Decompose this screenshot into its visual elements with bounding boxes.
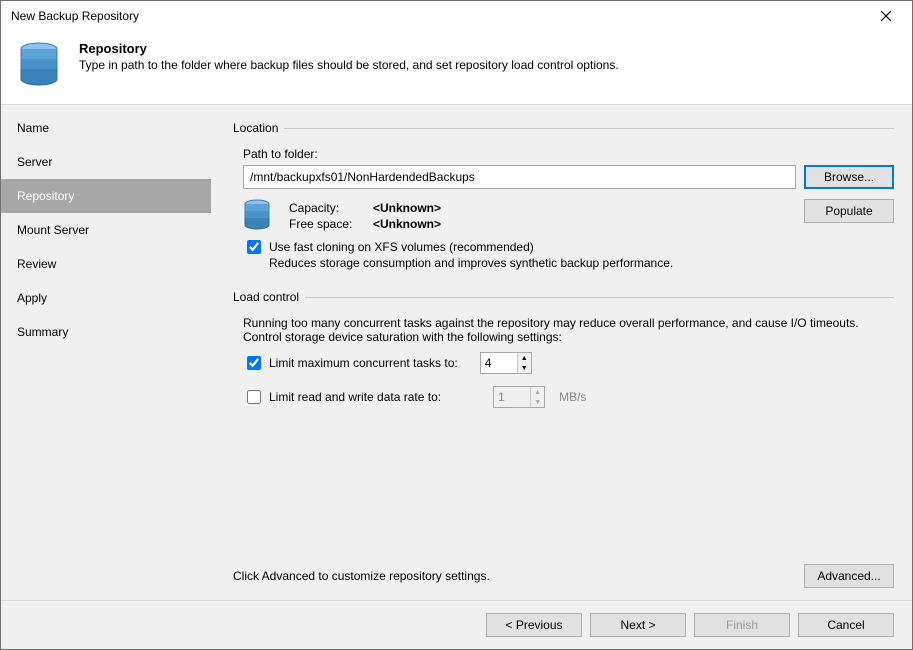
limit-tasks-label: Limit maximum concurrent tasks to: <box>269 356 458 370</box>
load-control-legend: Load control <box>233 290 305 304</box>
path-input[interactable] <box>243 165 796 189</box>
titlebar: New Backup Repository <box>1 1 912 31</box>
sidebar-item-name[interactable]: Name <box>1 111 211 145</box>
repository-hero-icon <box>17 41 61 92</box>
storage-fields: Capacity: <Unknown> Free space: <Unknown… <box>283 199 792 233</box>
sidebar-item-review[interactable]: Review <box>1 247 211 281</box>
path-label: Path to folder: <box>243 147 894 161</box>
dialog-window: New Backup Repository Repository Type in… <box>0 0 913 650</box>
next-button[interactable]: Next > <box>590 613 686 637</box>
limit-tasks-value[interactable] <box>481 353 517 373</box>
header-subtitle: Type in path to the folder where backup … <box>79 58 619 72</box>
limit-tasks-checkbox[interactable] <box>247 356 261 370</box>
sidebar-item-mount-server[interactable]: Mount Server <box>1 213 211 247</box>
content-panel: Location Path to folder: Browse... <box>211 105 912 600</box>
window-title: New Backup Repository <box>11 9 866 23</box>
load-control-group: Load control Running too many concurrent… <box>233 290 894 410</box>
close-button[interactable] <box>866 2 906 30</box>
capacity-label: Capacity: <box>283 201 363 215</box>
sidebar-item-apply[interactable]: Apply <box>1 281 211 315</box>
free-space-value: <Unknown> <box>373 217 441 231</box>
limit-tasks-down[interactable]: ▼ <box>518 363 531 373</box>
populate-button[interactable]: Populate <box>804 199 894 223</box>
location-group: Location Path to folder: Browse... <box>233 121 894 276</box>
browse-button[interactable]: Browse... <box>804 165 894 189</box>
header-title: Repository <box>79 41 619 56</box>
footer: < Previous Next > Finish Cancel <box>1 600 912 649</box>
previous-button[interactable]: < Previous <box>486 613 582 637</box>
limit-tasks-spinner[interactable]: ▲ ▼ <box>480 352 532 374</box>
load-description: Running too many concurrent tasks agains… <box>243 316 894 344</box>
body: Name Server Repository Mount Server Revi… <box>1 105 912 600</box>
advanced-button[interactable]: Advanced... <box>804 564 894 588</box>
advanced-hint: Click Advanced to customize repository s… <box>233 569 490 583</box>
close-icon <box>880 10 892 22</box>
free-space-label: Free space: <box>283 217 363 231</box>
fast-cloning-help: Reduces storage consumption and improves… <box>269 256 894 270</box>
limit-rate-spinner: ▲ ▼ <box>493 386 545 408</box>
limit-rate-unit: MB/s <box>559 390 586 404</box>
limit-rate-label: Limit read and write data rate to: <box>269 390 441 404</box>
sidebar-item-server[interactable]: Server <box>1 145 211 179</box>
storage-icon <box>243 199 271 234</box>
limit-rate-value <box>494 387 530 407</box>
capacity-value: <Unknown> <box>373 201 441 215</box>
wizard-sidebar: Name Server Repository Mount Server Revi… <box>1 105 211 600</box>
sidebar-item-summary[interactable]: Summary <box>1 315 211 349</box>
header-text: Repository Type in path to the folder wh… <box>79 41 619 92</box>
fast-cloning-label: Use fast cloning on XFS volumes (recomme… <box>269 240 534 254</box>
limit-rate-up: ▲ <box>531 387 544 397</box>
header: Repository Type in path to the folder wh… <box>1 31 912 105</box>
fast-cloning-checkbox[interactable] <box>247 240 261 254</box>
limit-tasks-up[interactable]: ▲ <box>518 353 531 363</box>
advanced-row: Click Advanced to customize repository s… <box>233 560 894 596</box>
cancel-button[interactable]: Cancel <box>798 613 894 637</box>
limit-rate-checkbox[interactable] <box>247 390 261 404</box>
sidebar-item-repository[interactable]: Repository <box>1 179 211 213</box>
finish-button: Finish <box>694 613 790 637</box>
location-legend: Location <box>233 121 284 135</box>
limit-rate-down: ▼ <box>531 397 544 407</box>
